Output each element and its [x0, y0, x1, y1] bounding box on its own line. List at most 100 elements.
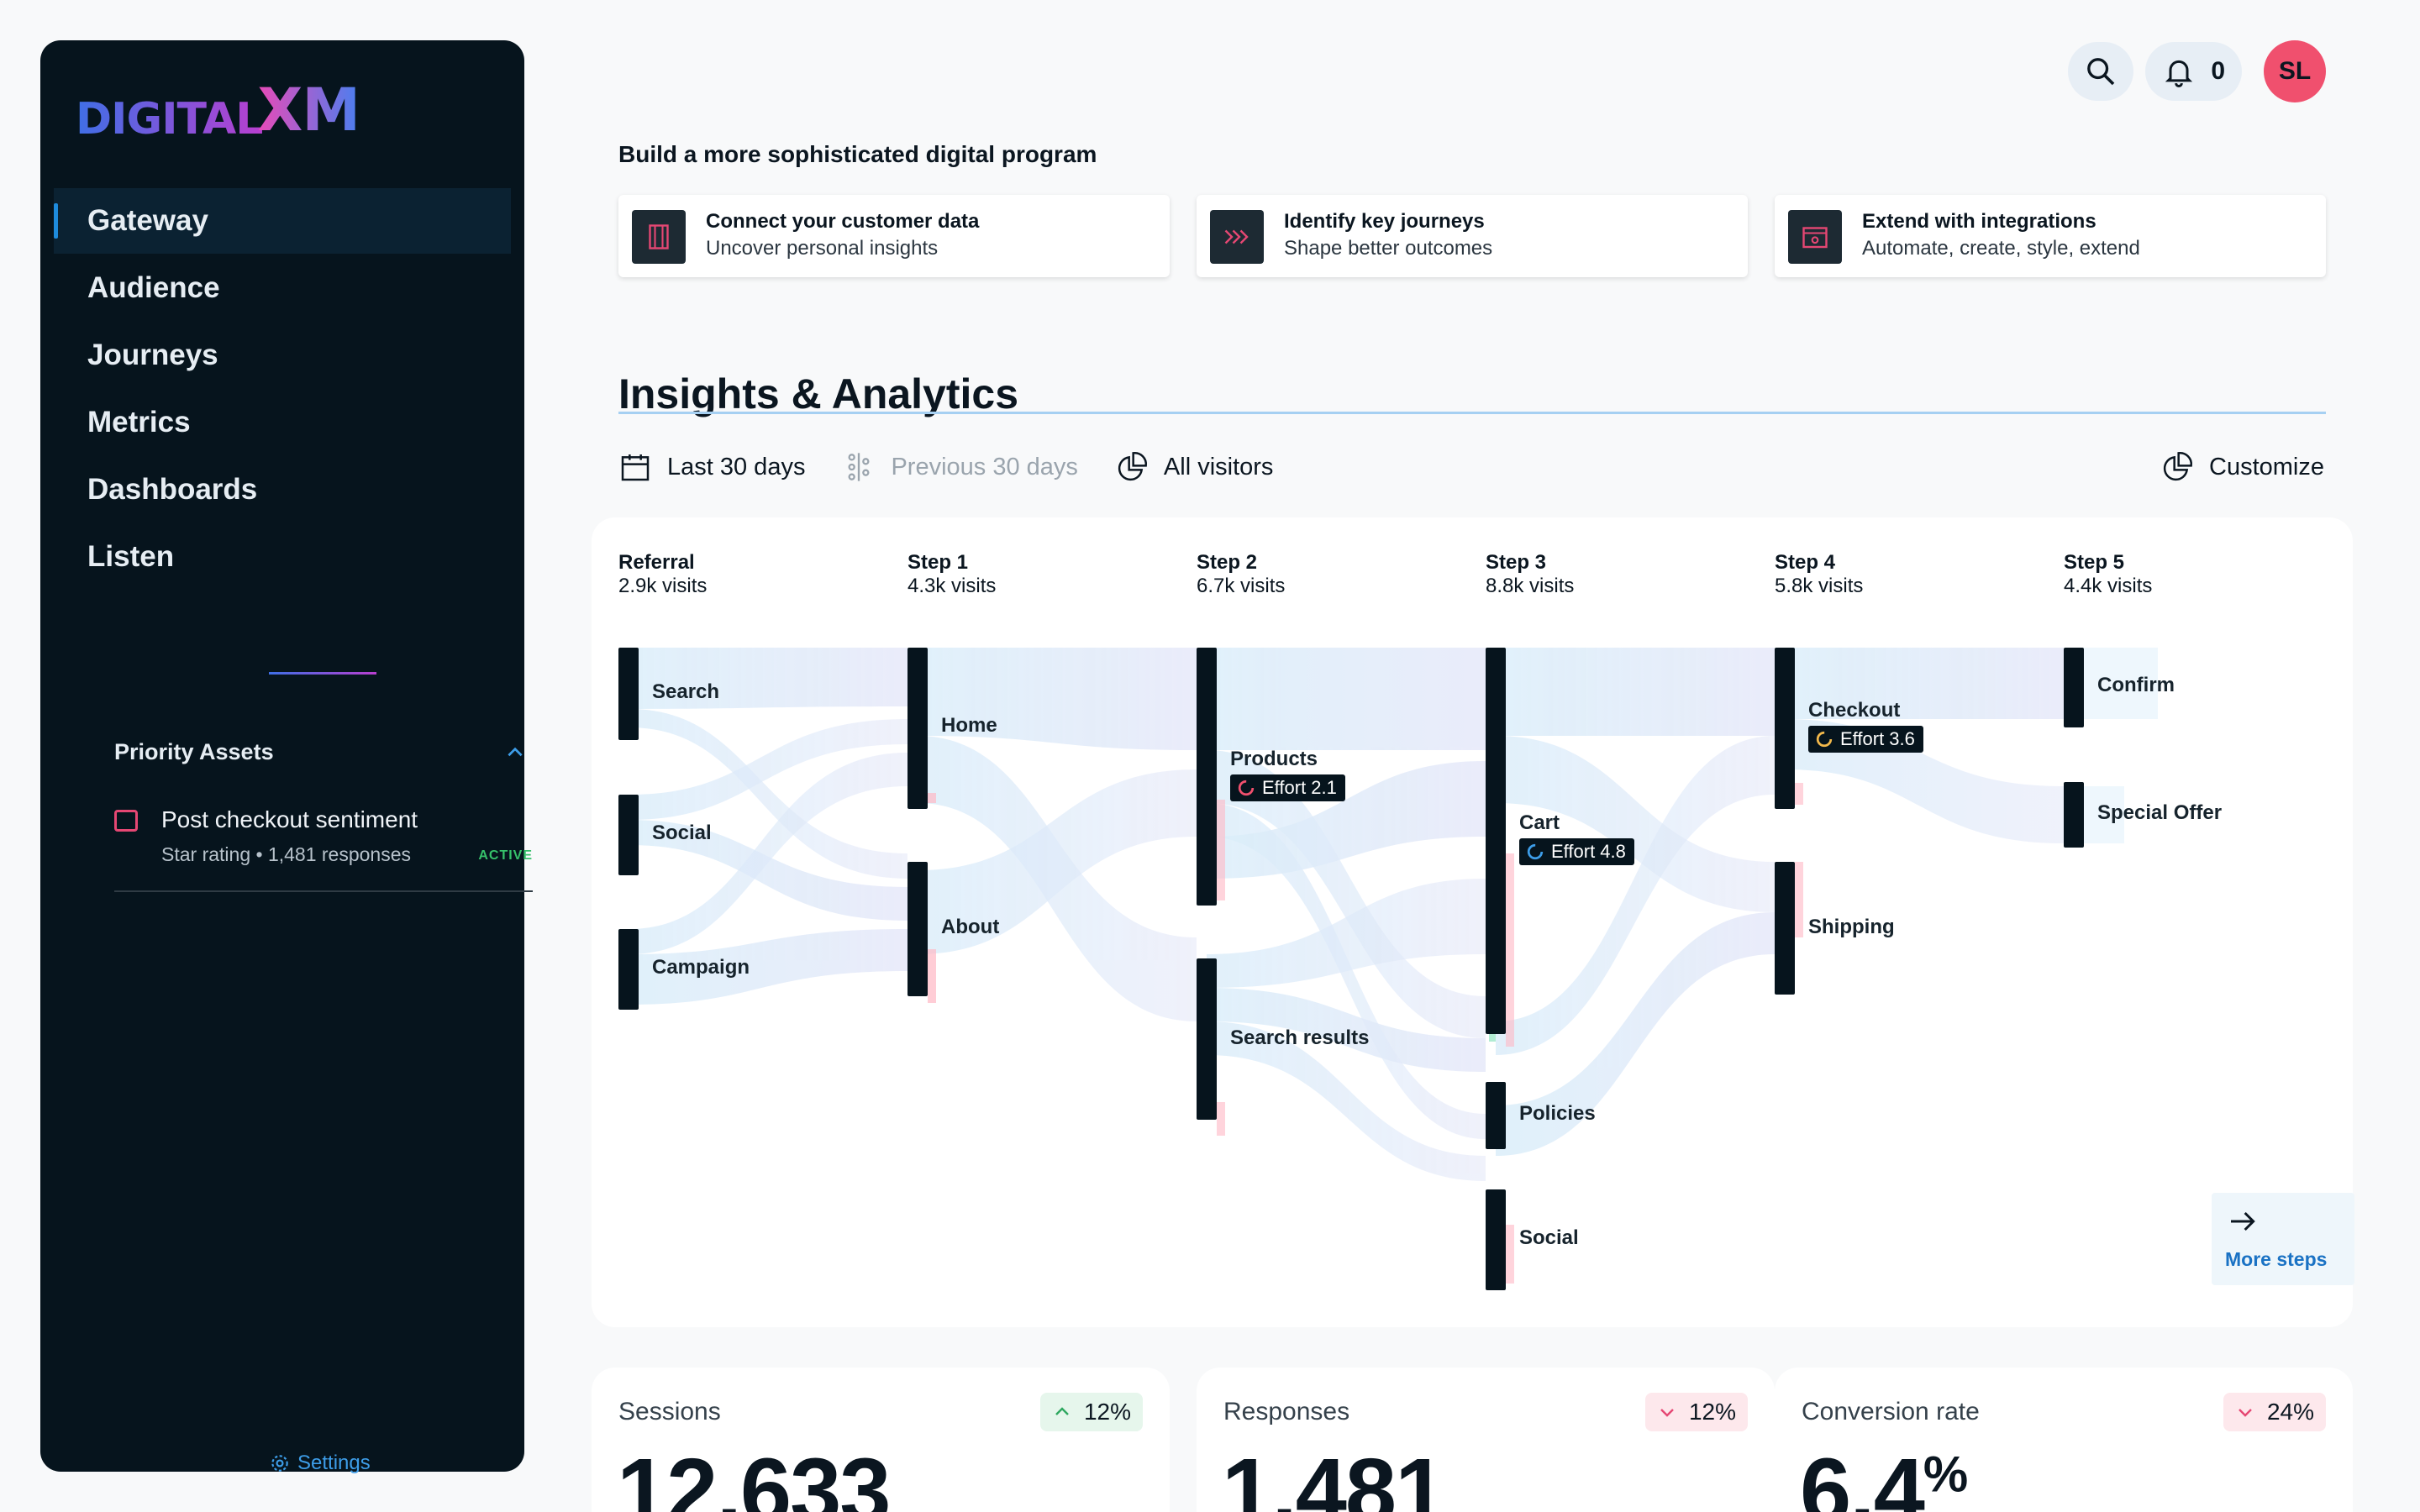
step-name: Step 5: [2064, 551, 2125, 574]
kpi-title: Responses: [1223, 1398, 1350, 1425]
insights-title: Insights & Analytics: [618, 370, 1019, 417]
node-search[interactable]: Search: [652, 680, 720, 703]
nav-item-metrics[interactable]: Metrics: [87, 406, 191, 438]
node-checkout[interactable]: Checkout: [1808, 699, 1901, 722]
kpi-change: 12%: [1688, 1399, 1736, 1425]
nav-item-journeys[interactable]: Journeys: [87, 339, 218, 371]
kpi-change-badge: 12%: [1039, 1393, 1143, 1431]
search-icon: [2087, 58, 2115, 86]
effort-badge-checkout[interactable]: Effort 3.6: [1808, 726, 1923, 753]
date-range-label: Last 30 days: [667, 453, 806, 480]
notifications-button[interactable]: 0: [2145, 42, 2242, 101]
kpi-card-sessions[interactable]: Sessions 12% 12,633: [592, 1368, 1170, 1512]
brand-logo[interactable]: DIGITAL XM: [76, 74, 360, 144]
compare-filter[interactable]: Previous 30 days: [842, 450, 1078, 484]
node-cart[interactable]: Cart: [1519, 811, 1560, 834]
effort-ring-icon: [1527, 843, 1544, 860]
customize-label: Customize: [2209, 453, 2324, 480]
insights-filters: Last 30 days Previous 30 days All visito…: [618, 450, 1273, 484]
nav-item-gateway[interactable]: Gateway: [54, 188, 511, 254]
card-subtitle: Uncover personal insights: [706, 237, 939, 260]
program-card-connect[interactable]: Connect your customer data Uncover perso…: [618, 195, 1170, 277]
step-header: Step 1 4.3k visits: [908, 551, 996, 598]
kpi-change: 12%: [1083, 1399, 1131, 1425]
step-visits: 2.9k visits: [618, 575, 708, 597]
card-title: Extend with integrations: [1862, 210, 2096, 233]
compare-label: Previous 30 days: [891, 453, 1078, 480]
node-products[interactable]: Products: [1230, 748, 1318, 770]
segment-filter[interactable]: All visitors: [1115, 450, 1274, 484]
node-policies[interactable]: Policies: [1519, 1102, 1596, 1125]
step-header: Referral 2.9k visits: [618, 551, 707, 598]
logo-text-b: XM: [257, 76, 360, 144]
settings-link[interactable]: Settings: [269, 1452, 371, 1475]
card-title: Identify key journeys: [1284, 210, 1485, 233]
card-title: Connect your customer data: [706, 210, 980, 233]
arrow-right-icon: [2231, 1211, 2255, 1231]
priority-assets-header[interactable]: Priority Assets: [114, 739, 526, 765]
program-title: Build a more sophisticated digital progr…: [618, 141, 1097, 167]
program-card-integrations[interactable]: Extend with integrations Automate, creat…: [1775, 195, 2326, 277]
node-confirm[interactable]: Confirm: [2097, 674, 2175, 696]
step-name: Step 4: [1775, 551, 1836, 574]
node-social-step3[interactable]: Social: [1519, 1226, 1579, 1249]
card-subtitle: Automate, create, style, extend: [1862, 237, 2140, 260]
date-range-filter[interactable]: Last 30 days: [618, 450, 805, 484]
node-social[interactable]: Social: [652, 822, 712, 844]
step-name: Referral: [618, 551, 695, 574]
effort-value: Effort 2.1: [1262, 777, 1337, 798]
journey-sankey-panel: Referral 2.9k visits Step 1 4.3k visits …: [592, 517, 2353, 1327]
kpi-value: 12,633: [617, 1440, 891, 1512]
effort-badge-cart[interactable]: Effort 4.8: [1519, 838, 1634, 865]
step-visits: 5.8k visits: [1775, 575, 1864, 597]
top-actions: 0 SL: [2068, 40, 2326, 102]
kpi-change: 24%: [2266, 1399, 2314, 1425]
node-about[interactable]: About: [941, 916, 1000, 938]
node-special-offer[interactable]: Special Offer: [2097, 801, 2223, 824]
segment-label: All visitors: [1163, 453, 1274, 480]
calendar-icon: [621, 454, 650, 481]
more-steps-button[interactable]: More steps: [2212, 1193, 2354, 1285]
survey-icon: [114, 810, 138, 832]
chevron-down-icon: [2238, 1409, 2252, 1417]
node-search-results[interactable]: Search results: [1230, 1026, 1370, 1049]
step-header: Step 2 6.7k visits: [1197, 551, 1285, 598]
settings-label: Settings: [297, 1452, 371, 1474]
status-badge: ACTIVE: [478, 848, 533, 863]
insights-underline: [618, 412, 2326, 414]
search-button[interactable]: [2068, 42, 2134, 101]
node-shipping[interactable]: Shipping: [1808, 916, 1895, 938]
kpi-card-responses[interactable]: Responses 12% 1,481: [1197, 1368, 1775, 1512]
effort-value: Effort 4.8: [1551, 841, 1626, 862]
chevron-up-icon[interactable]: [504, 742, 526, 764]
nav-divider: [269, 672, 376, 675]
node-home[interactable]: Home: [941, 714, 997, 737]
customize-icon: [2163, 451, 2193, 481]
book-icon: [632, 210, 686, 264]
effort-badge-products[interactable]: Effort 2.1: [1230, 774, 1345, 801]
kpi-card-conversion[interactable]: Conversion rate 24% 6.4%: [1775, 1368, 2353, 1512]
step-visits: 4.4k visits: [2064, 575, 2153, 597]
avatar[interactable]: SL: [2264, 40, 2326, 102]
logo-text-a: DIGITAL: [76, 94, 263, 144]
kpi-value: 6.4%: [1800, 1438, 1968, 1512]
nav-item-listen[interactable]: Listen: [87, 540, 175, 573]
customize-button[interactable]: Customize: [2160, 450, 2324, 484]
integration-icon: [1788, 210, 1842, 264]
segment-icon: [1118, 451, 1147, 481]
sidebar: DIGITAL XM Gateway Audience Journeys Metr…: [40, 40, 533, 1475]
compare-icon: [848, 453, 870, 481]
node-campaign[interactable]: Campaign: [652, 956, 750, 979]
step-header: Step 4 5.8k visits: [1775, 551, 1863, 598]
nav-item-audience[interactable]: Audience: [87, 271, 220, 304]
priority-assets-title: Priority Assets: [114, 739, 274, 764]
nav-item-dashboards[interactable]: Dashboards: [87, 473, 258, 506]
priority-asset-item[interactable]: Post checkout sentiment Star rating • 1,…: [114, 800, 533, 892]
effort-ring-icon: [1238, 780, 1255, 796]
kpi-change-badge: 24%: [2223, 1393, 2326, 1431]
kpi-value-suffix: %: [1923, 1446, 1968, 1503]
gear-icon: [271, 1455, 288, 1472]
program-card-journeys[interactable]: Identify key journeys Shape better outco…: [1197, 195, 1748, 277]
journey-flows: [618, 648, 2158, 1290]
step-name: Step 2: [1197, 551, 1258, 574]
